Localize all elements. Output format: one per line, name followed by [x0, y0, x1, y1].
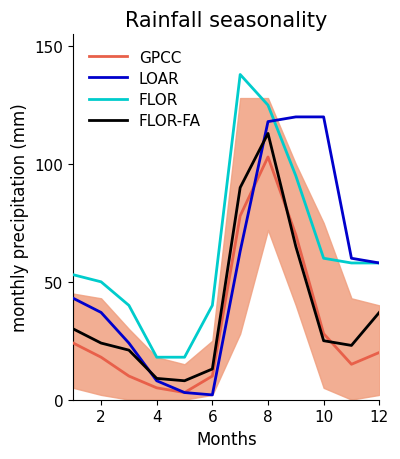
LOAR: [182, 390, 187, 396]
GPCC: [210, 374, 215, 379]
GPCC: [377, 350, 382, 355]
GPCC: [238, 213, 242, 219]
FLOR: [238, 73, 242, 78]
GPCC: [321, 331, 326, 336]
LOAR: [99, 310, 104, 315]
GPCC: [71, 341, 76, 346]
GPCC: [349, 362, 354, 367]
FLOR-FA: [71, 326, 76, 332]
LOAR: [377, 261, 382, 266]
Line: FLOR: FLOR: [73, 75, 379, 358]
Y-axis label: monthly precipitation (mm): monthly precipitation (mm): [11, 103, 29, 332]
FLOR: [266, 103, 270, 109]
FLOR-FA: [154, 376, 159, 381]
GPCC: [182, 390, 187, 396]
FLOR-FA: [349, 343, 354, 348]
GPCC: [126, 374, 131, 379]
LOAR: [71, 296, 76, 302]
FLOR: [126, 303, 131, 308]
FLOR-FA: [210, 366, 215, 372]
LOAR: [154, 378, 159, 384]
FLOR: [99, 280, 104, 285]
FLOR: [294, 174, 298, 179]
GPCC: [154, 385, 159, 391]
FLOR-FA: [377, 310, 382, 315]
Line: FLOR-FA: FLOR-FA: [73, 134, 379, 381]
LOAR: [294, 115, 298, 120]
FLOR-FA: [266, 131, 270, 137]
FLOR-FA: [99, 341, 104, 346]
X-axis label: Months: Months: [196, 430, 257, 448]
FLOR: [377, 261, 382, 266]
FLOR: [71, 272, 76, 278]
Legend: GPCC, LOAR, FLOR, FLOR-FA: GPCC, LOAR, FLOR, FLOR-FA: [81, 43, 208, 136]
FLOR-FA: [294, 244, 298, 250]
LOAR: [210, 392, 215, 398]
Line: GPCC: GPCC: [73, 157, 379, 393]
LOAR: [349, 256, 354, 262]
GPCC: [266, 155, 270, 160]
FLOR: [349, 261, 354, 266]
Line: LOAR: LOAR: [73, 118, 379, 395]
GPCC: [294, 232, 298, 238]
FLOR-FA: [126, 347, 131, 353]
FLOR: [321, 256, 326, 262]
FLOR: [182, 355, 187, 360]
FLOR: [210, 303, 215, 308]
LOAR: [238, 249, 242, 254]
LOAR: [266, 120, 270, 125]
Title: Rainfall seasonality: Rainfall seasonality: [125, 11, 328, 31]
FLOR-FA: [238, 185, 242, 191]
FLOR: [154, 355, 159, 360]
FLOR-FA: [182, 378, 187, 384]
LOAR: [321, 115, 326, 120]
FLOR-FA: [321, 338, 326, 344]
LOAR: [126, 341, 131, 346]
GPCC: [99, 355, 104, 360]
